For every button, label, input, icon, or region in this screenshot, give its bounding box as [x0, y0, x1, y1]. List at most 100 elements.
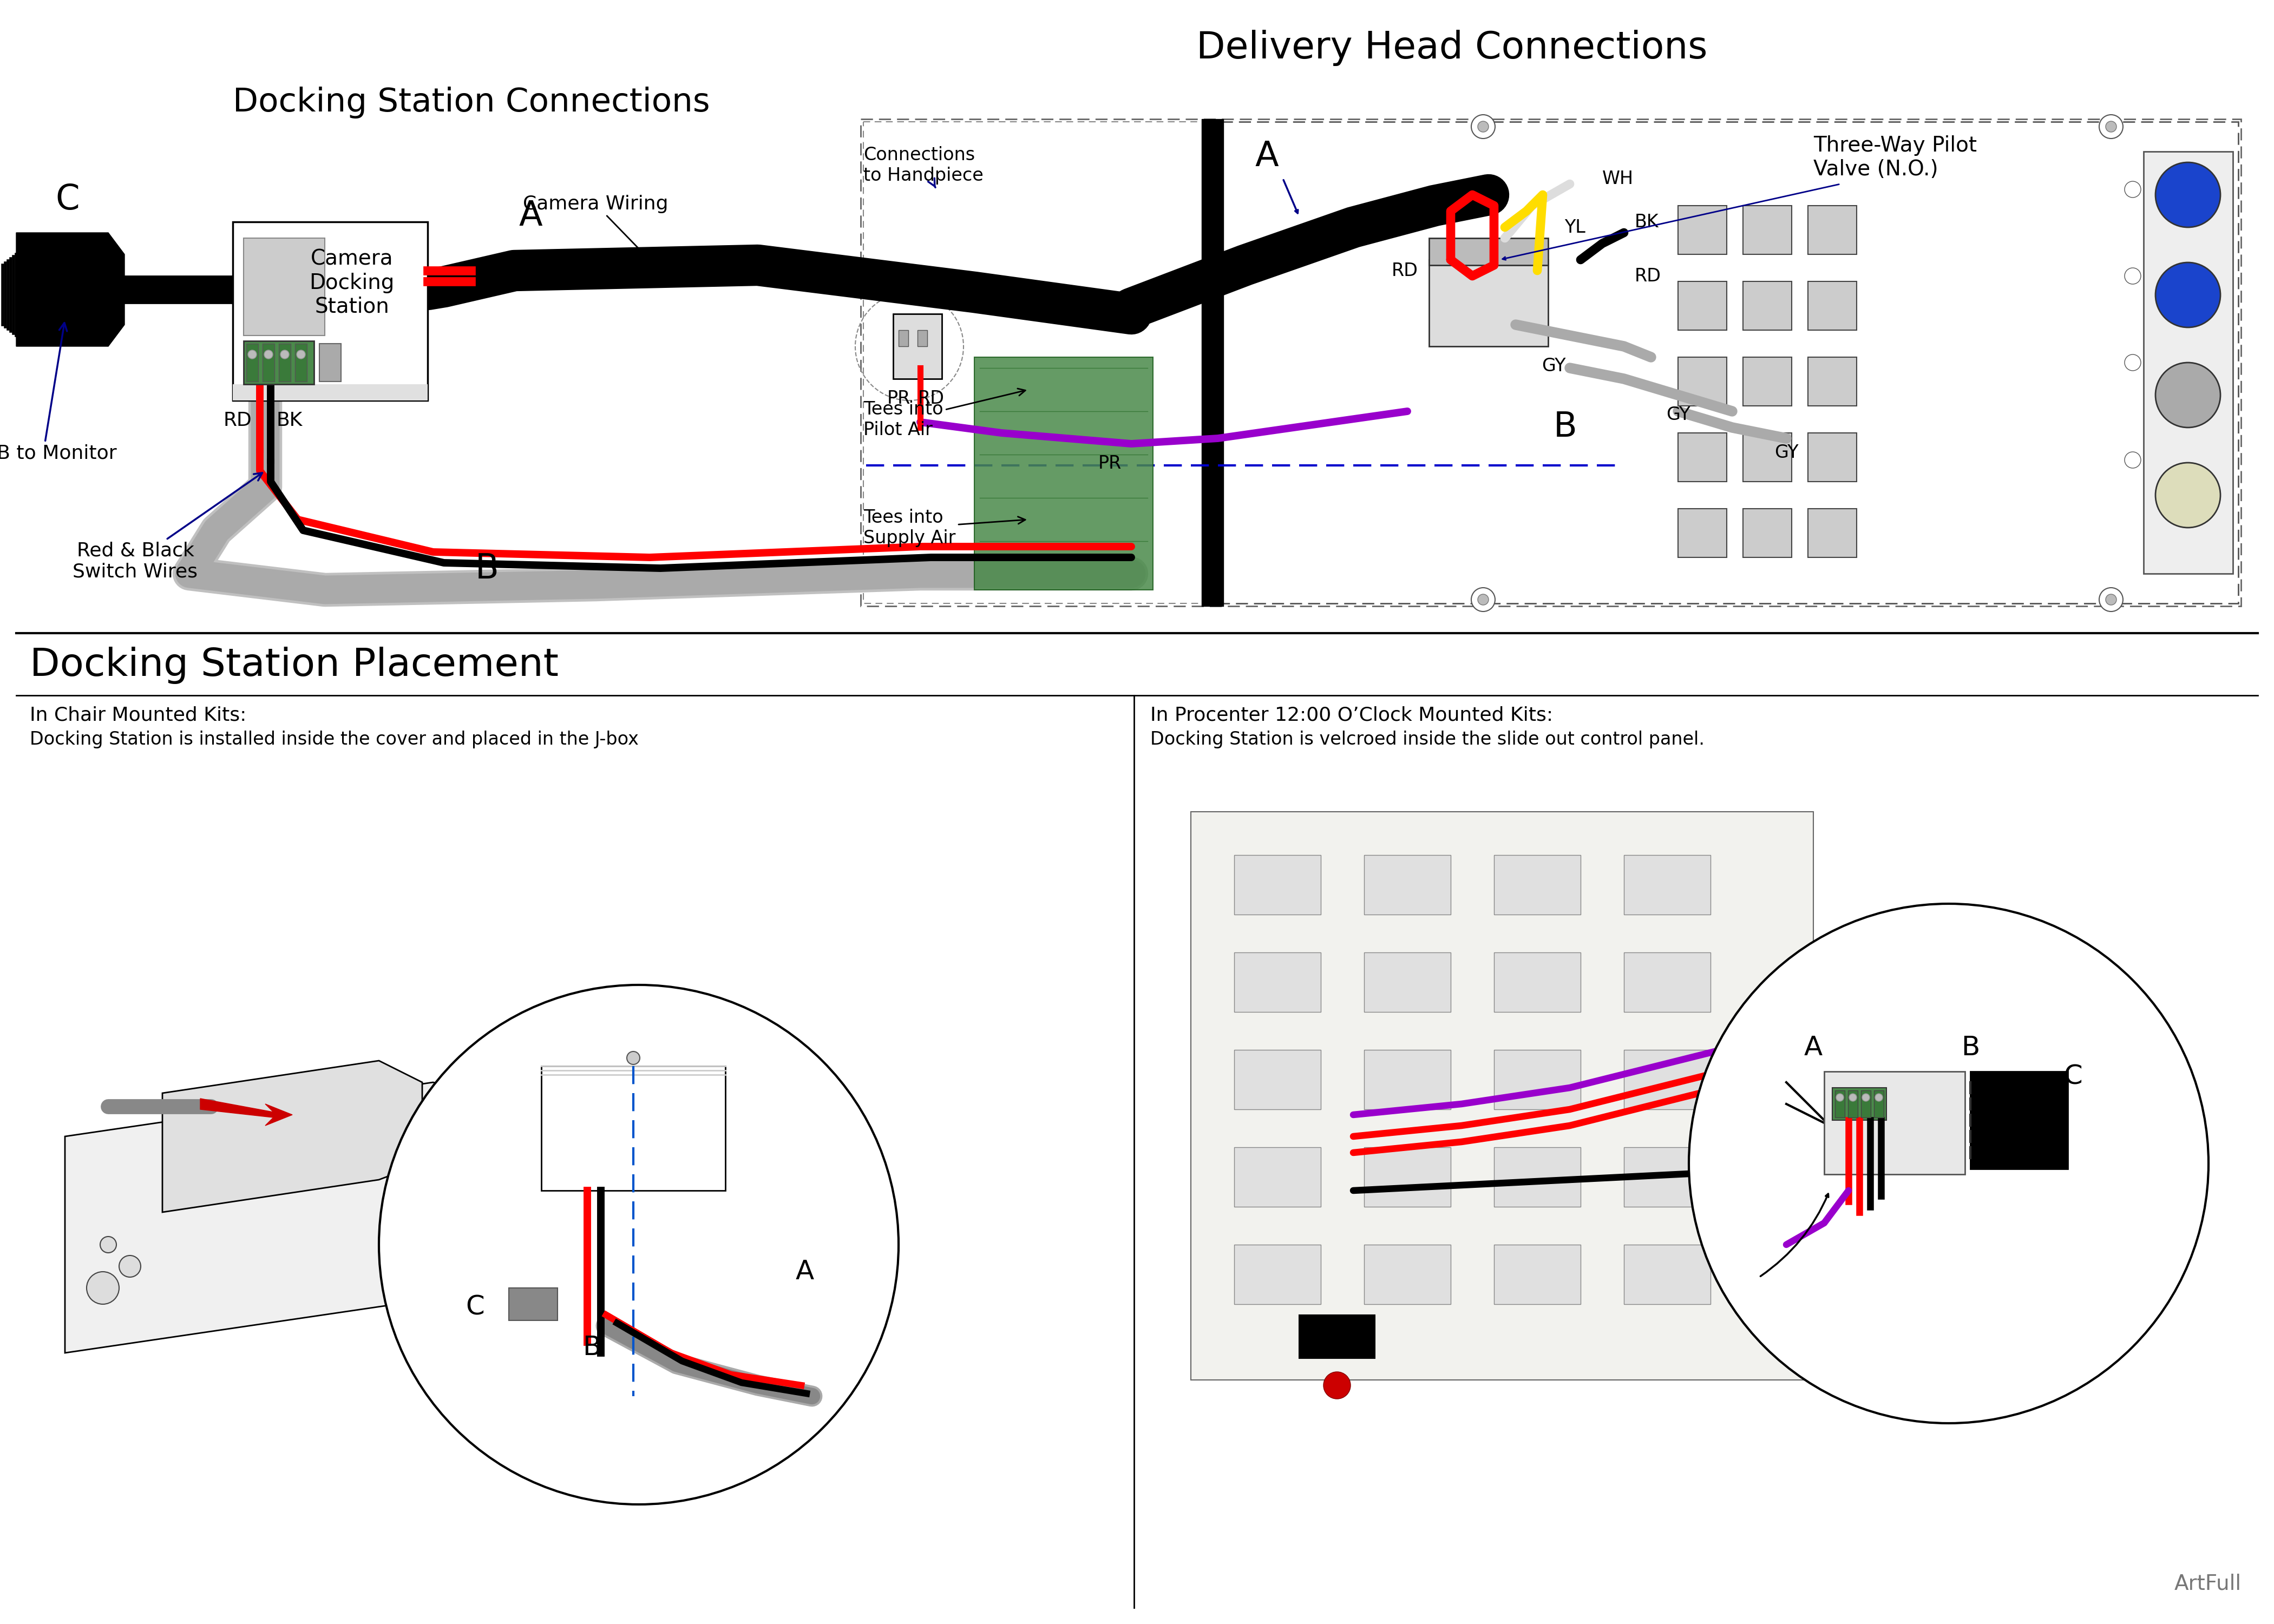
Circle shape [2124, 354, 2140, 370]
Circle shape [2156, 263, 2219, 328]
Bar [1624, 1244, 1710, 1304]
Bar [1494, 1147, 1580, 1207]
Bar [916, 330, 928, 346]
Circle shape [2124, 268, 2140, 284]
Text: A: A [1255, 140, 1278, 174]
Bar [1624, 1147, 1710, 1207]
Text: BK: BK [1635, 213, 1660, 231]
Bar [1364, 854, 1451, 914]
Bar [1428, 239, 1549, 265]
Text: PR: PR [887, 390, 910, 408]
Circle shape [1471, 588, 1494, 612]
Polygon shape [66, 1082, 541, 1353]
Bar [280, 344, 291, 382]
Circle shape [280, 351, 289, 359]
Text: Docking Station is velcroed inside the slide out control panel.: Docking Station is velcroed inside the s… [1151, 731, 1705, 749]
Text: RD: RD [223, 411, 252, 430]
Bar [1860, 1090, 1872, 1117]
Bar [1624, 1049, 1710, 1109]
Bar [1221, 122, 2238, 604]
Text: RD: RD [1635, 266, 1662, 284]
Bar [1494, 952, 1580, 1012]
Text: BK: BK [275, 411, 302, 430]
Circle shape [100, 1236, 116, 1252]
Bar [1624, 854, 1710, 914]
Text: YL: YL [1565, 218, 1585, 235]
Circle shape [2156, 162, 2219, 227]
Bar [1678, 508, 1726, 557]
Bar [1494, 1049, 1580, 1109]
Bar [1364, 1049, 1451, 1109]
Text: Tees into
Supply Air: Tees into Supply Air [864, 508, 1026, 547]
Bar [1849, 1090, 1858, 1117]
Text: C: C [466, 1294, 484, 1320]
Text: WH: WH [1603, 169, 1633, 187]
Bar [1824, 1072, 1965, 1174]
Polygon shape [161, 1060, 423, 1212]
Bar [1298, 1315, 1376, 1358]
Circle shape [2124, 451, 2140, 468]
Text: RD: RD [919, 390, 944, 408]
Bar [1235, 952, 1321, 1012]
Bar [243, 341, 314, 385]
Bar [1808, 434, 1856, 482]
Text: A: A [518, 200, 541, 232]
Text: GY: GY [1667, 406, 1690, 424]
Circle shape [380, 984, 898, 1504]
Circle shape [1835, 1093, 1844, 1101]
Text: Tees into
Pilot Air: Tees into Pilot Air [864, 388, 1026, 438]
Bar [1428, 260, 1549, 346]
Bar [1624, 952, 1710, 1012]
Text: B: B [582, 1335, 600, 1361]
Polygon shape [16, 232, 125, 346]
Text: Docking Station is installed inside the cover and placed in the J-box: Docking Station is installed inside the … [30, 731, 639, 749]
Text: Docking Station Placement: Docking Station Placement [30, 646, 559, 684]
Text: In Procenter 12:00 O’Clock Mounted Kits:: In Procenter 12:00 O’Clock Mounted Kits: [1151, 706, 1553, 724]
Circle shape [628, 1051, 639, 1064]
Bar [232, 222, 428, 401]
Bar [1678, 434, 1726, 482]
Bar [318, 344, 341, 382]
Text: In Chair Mounted Kits:: In Chair Mounted Kits: [30, 706, 246, 724]
Bar [1235, 1049, 1321, 1109]
Circle shape [1471, 115, 1494, 138]
Bar [1874, 1090, 1883, 1117]
Text: PR: PR [1098, 455, 1121, 473]
Circle shape [2156, 362, 2219, 427]
Bar [1833, 1088, 1887, 1121]
Bar [1808, 206, 1856, 255]
Bar [1808, 508, 1856, 557]
Text: Connections
to Handpiece: Connections to Handpiece [864, 146, 982, 187]
Bar [296, 344, 307, 382]
Text: C: C [2065, 1064, 2083, 1090]
Bar [1235, 1147, 1321, 1207]
Circle shape [1478, 122, 1489, 132]
Bar [1969, 1072, 2067, 1169]
Text: GY: GY [1774, 443, 1799, 461]
Bar [1742, 357, 1792, 406]
Bar [243, 239, 325, 336]
Bar [1742, 206, 1792, 255]
Bar [864, 122, 1207, 604]
Bar [860, 119, 2240, 606]
Circle shape [118, 1255, 141, 1276]
Bar [1494, 854, 1580, 914]
Circle shape [86, 1272, 118, 1304]
Circle shape [2124, 182, 2140, 198]
Text: B: B [1553, 411, 1578, 443]
Circle shape [2156, 463, 2219, 528]
Bar [246, 344, 259, 382]
Bar [509, 1288, 557, 1320]
Text: GY: GY [1542, 357, 1565, 375]
Bar [1494, 1244, 1580, 1304]
Text: A: A [796, 1259, 814, 1285]
Bar [1808, 357, 1856, 406]
Bar [973, 357, 1153, 590]
Text: USB to Monitor: USB to Monitor [0, 323, 116, 463]
Text: B: B [475, 552, 498, 586]
Bar [262, 344, 275, 382]
Bar [1835, 1090, 1844, 1117]
Text: Camera
Docking
Station: Camera Docking Station [309, 248, 393, 317]
Text: RD: RD [1392, 261, 1419, 279]
Bar [1364, 1147, 1451, 1207]
